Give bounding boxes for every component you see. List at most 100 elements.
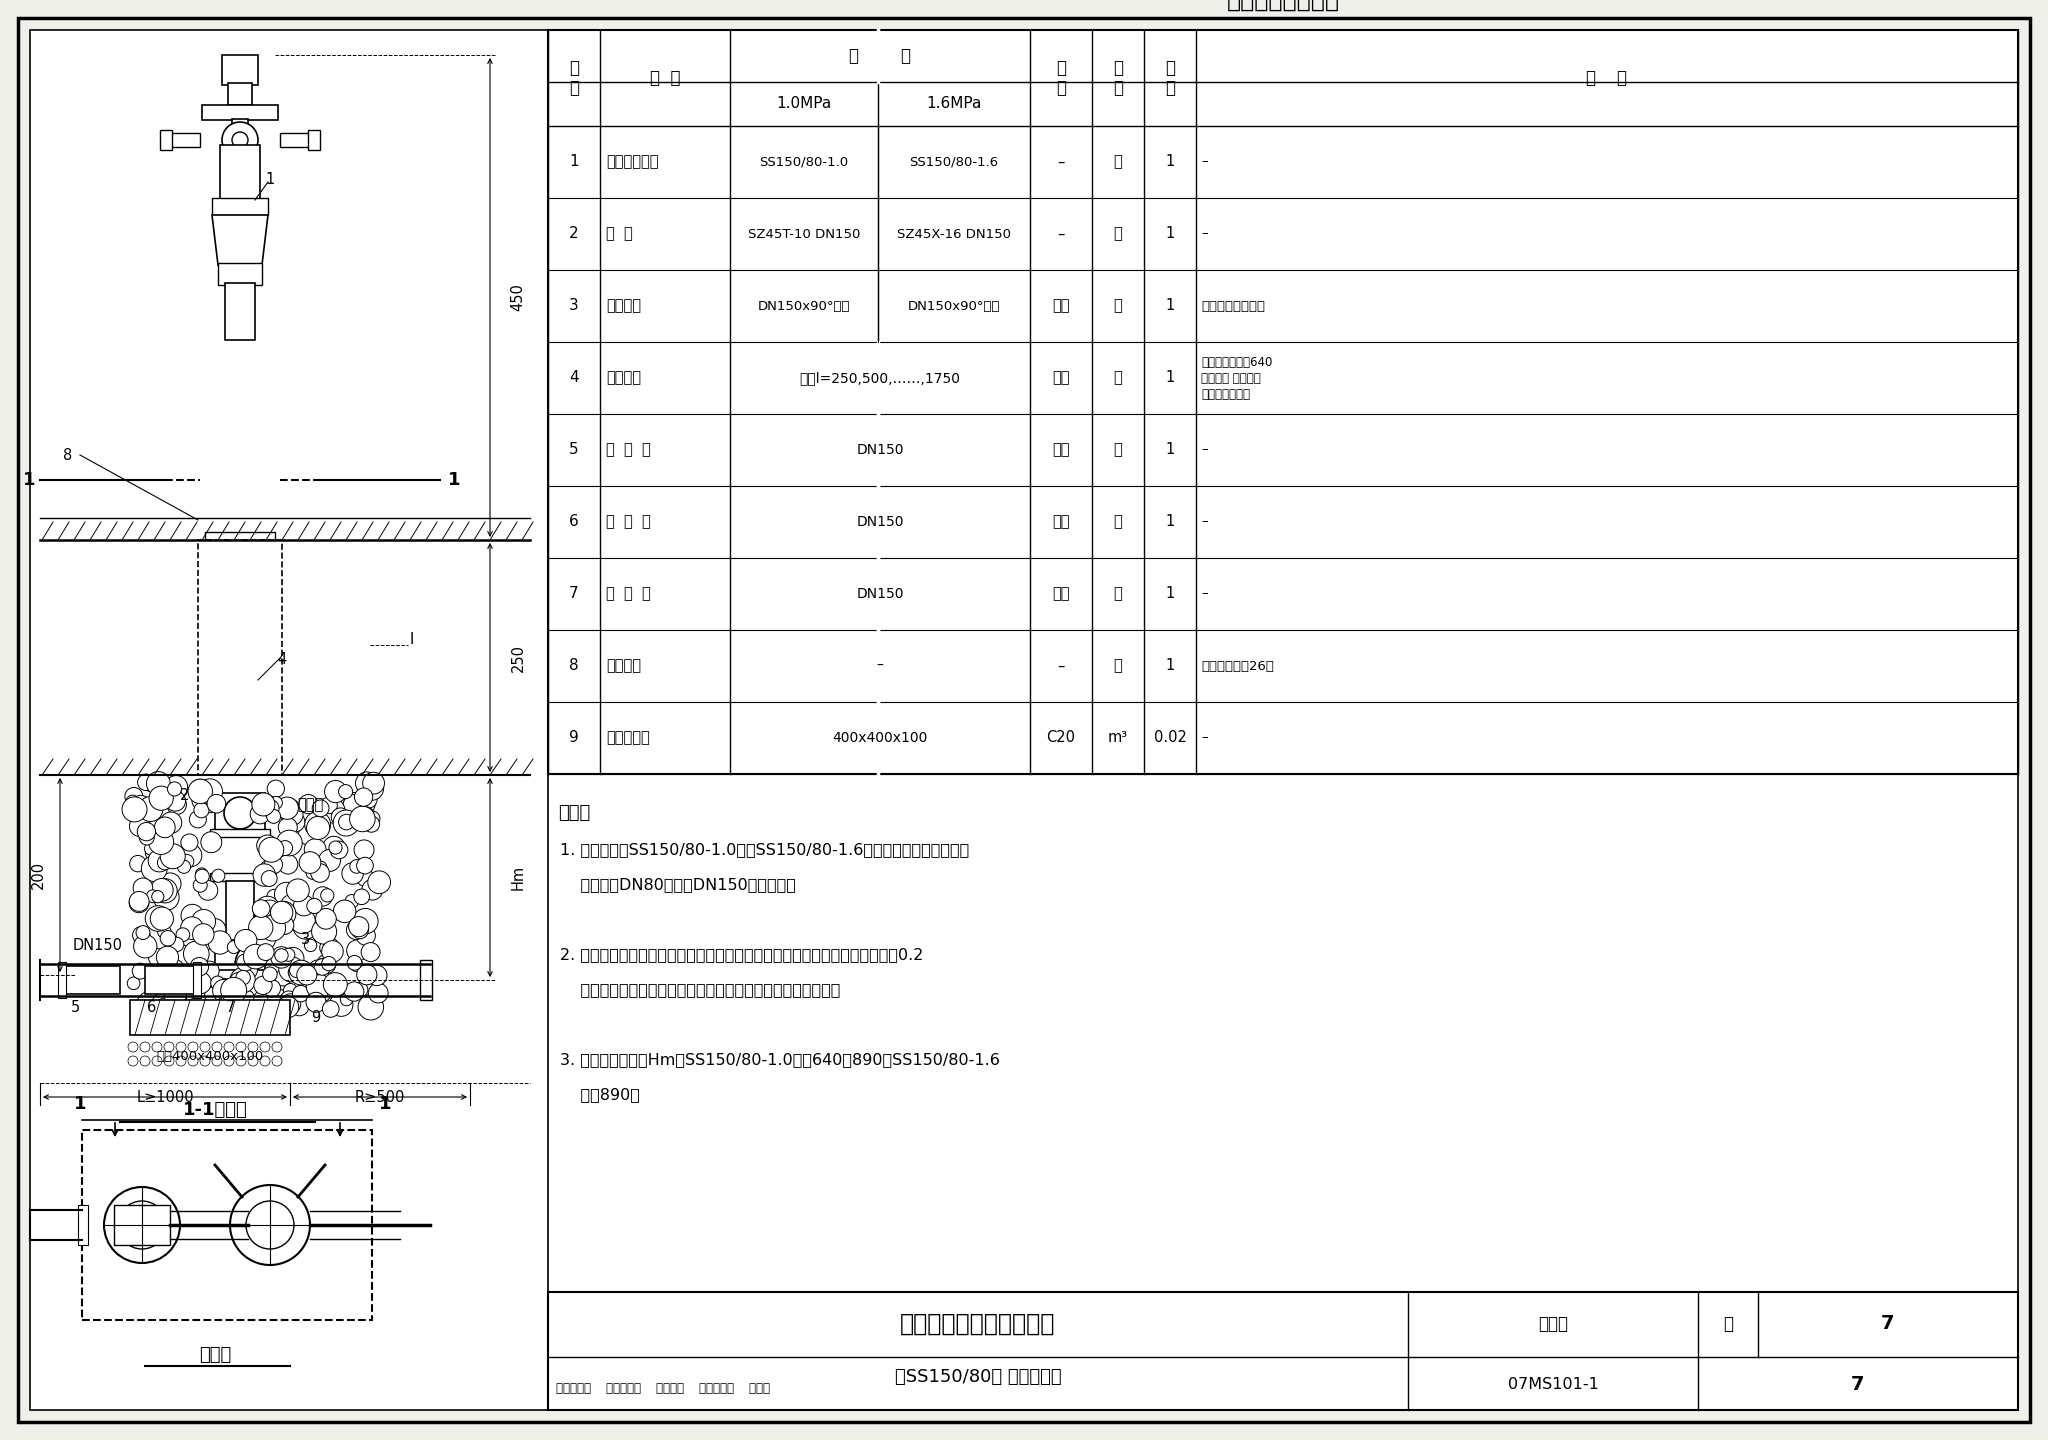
Circle shape xyxy=(276,888,289,901)
Circle shape xyxy=(362,772,385,793)
Circle shape xyxy=(160,812,182,834)
Circle shape xyxy=(256,896,281,920)
Circle shape xyxy=(152,1043,162,1053)
Circle shape xyxy=(131,795,150,815)
Circle shape xyxy=(322,888,334,901)
Circle shape xyxy=(156,946,178,968)
Text: 时无此件 接管长度: 时无此件 接管长度 xyxy=(1200,372,1262,384)
Text: 铸铁: 铸铁 xyxy=(1053,370,1069,386)
Bar xyxy=(129,999,291,1035)
Circle shape xyxy=(281,991,297,1008)
Circle shape xyxy=(266,890,281,904)
Text: –: – xyxy=(1057,658,1065,674)
Text: C20: C20 xyxy=(1047,730,1075,746)
Circle shape xyxy=(248,1043,258,1053)
Circle shape xyxy=(129,855,145,871)
Text: 9: 9 xyxy=(569,730,580,746)
Circle shape xyxy=(309,960,324,975)
Circle shape xyxy=(260,916,285,940)
Text: 厚塑料薄膜包严，其余管道和管件的防腐做法由设计人确定。: 厚塑料薄膜包严，其余管道和管件的防腐做法由设计人确定。 xyxy=(559,982,840,996)
Bar xyxy=(215,793,264,832)
Circle shape xyxy=(199,939,211,950)
Text: 混凝土支墓: 混凝土支墓 xyxy=(606,730,649,746)
Circle shape xyxy=(264,979,281,996)
Circle shape xyxy=(145,890,160,903)
Circle shape xyxy=(145,844,164,861)
Circle shape xyxy=(188,779,211,802)
Text: SZ45X-16 DN150: SZ45X-16 DN150 xyxy=(897,228,1012,240)
Circle shape xyxy=(266,809,281,824)
Text: 2: 2 xyxy=(569,226,580,242)
Text: 地上式消火栓: 地上式消火栓 xyxy=(606,154,659,170)
Text: 由设计人员选定: 由设计人员选定 xyxy=(1200,387,1249,400)
Text: m³: m³ xyxy=(1108,730,1128,746)
Circle shape xyxy=(252,927,276,950)
Circle shape xyxy=(127,795,139,808)
Circle shape xyxy=(156,973,170,988)
Circle shape xyxy=(229,998,244,1011)
Circle shape xyxy=(129,893,150,913)
Circle shape xyxy=(223,796,256,829)
Circle shape xyxy=(213,1056,221,1066)
Circle shape xyxy=(211,976,225,991)
Text: DN150: DN150 xyxy=(856,516,903,528)
Circle shape xyxy=(260,1043,270,1053)
Circle shape xyxy=(324,837,344,858)
Circle shape xyxy=(270,796,283,809)
Circle shape xyxy=(160,930,176,946)
Circle shape xyxy=(281,894,301,914)
Circle shape xyxy=(127,1043,137,1053)
Text: 支墩400x400x100: 支墩400x400x100 xyxy=(156,1051,264,1064)
Circle shape xyxy=(352,922,369,939)
Circle shape xyxy=(133,963,147,979)
Bar xyxy=(205,531,274,549)
Text: DN150: DN150 xyxy=(74,937,123,952)
Text: 铸铁: 铸铁 xyxy=(1053,298,1069,314)
Circle shape xyxy=(262,799,279,816)
Circle shape xyxy=(231,132,248,148)
Circle shape xyxy=(270,946,293,968)
Circle shape xyxy=(356,965,377,985)
Circle shape xyxy=(258,900,283,924)
Text: 1: 1 xyxy=(1165,226,1176,242)
Bar xyxy=(211,829,270,837)
Circle shape xyxy=(332,808,350,827)
Circle shape xyxy=(311,864,330,883)
Circle shape xyxy=(139,1043,150,1053)
Circle shape xyxy=(193,923,213,945)
Circle shape xyxy=(344,982,365,1001)
Text: 规        格: 规 格 xyxy=(850,48,911,65)
Circle shape xyxy=(354,840,375,860)
Circle shape xyxy=(354,888,369,904)
Bar xyxy=(199,540,283,775)
Circle shape xyxy=(207,795,225,814)
Text: 5: 5 xyxy=(569,442,580,458)
Circle shape xyxy=(152,1056,162,1066)
Circle shape xyxy=(129,891,150,912)
Circle shape xyxy=(139,829,154,845)
Circle shape xyxy=(213,978,233,998)
Circle shape xyxy=(250,804,270,824)
Circle shape xyxy=(287,878,309,901)
Circle shape xyxy=(328,806,340,818)
Circle shape xyxy=(223,1043,233,1053)
Circle shape xyxy=(317,981,344,1005)
Text: 个: 个 xyxy=(1114,370,1122,386)
Circle shape xyxy=(342,863,362,884)
Circle shape xyxy=(319,850,340,871)
Circle shape xyxy=(279,920,291,935)
Text: 根: 根 xyxy=(1114,586,1122,602)
Circle shape xyxy=(317,955,336,973)
Circle shape xyxy=(305,838,326,861)
Text: 07MS101-1: 07MS101-1 xyxy=(1507,1377,1597,1391)
Circle shape xyxy=(299,851,322,874)
Circle shape xyxy=(313,959,330,975)
Circle shape xyxy=(180,904,203,927)
Circle shape xyxy=(360,776,383,801)
Circle shape xyxy=(176,1043,186,1053)
Circle shape xyxy=(260,860,279,878)
Text: 2: 2 xyxy=(180,788,190,802)
Text: 短  管  乙: 短 管 乙 xyxy=(606,514,651,530)
Text: 单
位: 单 位 xyxy=(1112,59,1122,98)
Circle shape xyxy=(201,832,221,852)
